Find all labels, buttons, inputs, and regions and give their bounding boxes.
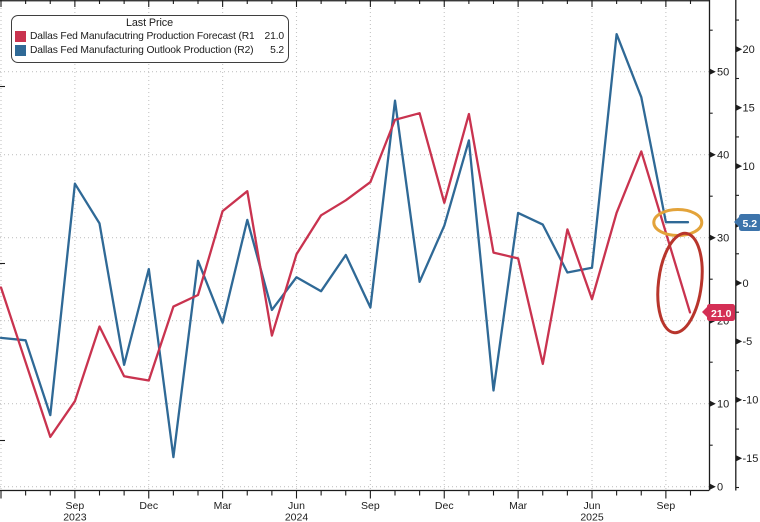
legend-row-forecast: Dallas Fed Manufacutring Production Fore… [15,30,284,44]
svg-text:Jun: Jun [584,500,601,512]
legend-value-outlook: 5.2 [270,44,284,56]
legend-box: Last Price Dallas Fed Manufacutring Prod… [11,15,289,63]
svg-text:2025: 2025 [580,512,604,522]
svg-text:Dec: Dec [139,500,158,512]
legend-row-outlook: Dallas Fed Manufacturing Outlook Product… [15,44,284,58]
last-price-blue-value: 5.2 [742,217,758,230]
svg-text:Jun: Jun [288,500,305,512]
svg-text:0: 0 [743,278,749,290]
svg-text:Sep: Sep [657,500,676,512]
svg-text:30: 30 [717,233,729,245]
svg-text:2024: 2024 [285,512,309,522]
svg-text:-10: -10 [743,395,759,407]
svg-text:0: 0 [717,482,723,494]
last-price-badge-blue: 5.2 [733,213,760,231]
svg-text:Mar: Mar [214,500,233,512]
last-price-red-value: 21.0 [711,307,732,320]
svg-text:-15: -15 [743,453,759,465]
svg-text:10: 10 [717,399,729,411]
annotation-ellipse-red [656,231,704,335]
legend-label-outlook: Dallas Fed Manufacturing Outlook Product… [30,44,254,56]
svg-text:Sep: Sep [66,500,85,512]
series-line-outlook-production [0,32,690,459]
svg-text:50: 50 [717,67,729,79]
svg-text:20: 20 [743,44,755,56]
legend-value-forecast: 21.0 [264,31,285,42]
svg-text:10: 10 [743,161,755,173]
svg-text:-5: -5 [743,336,753,348]
month-ticks [0,0,692,499]
axes [0,0,737,492]
gridlines [0,0,709,491]
svg-text:2023: 2023 [63,512,87,522]
svg-text:Mar: Mar [509,500,528,512]
svg-text:40: 40 [717,150,729,162]
series-line-production-forecast [0,112,692,439]
legend-title: Last Price [125,17,173,29]
svg-text:Dec: Dec [435,500,454,512]
legend-swatch-red [15,31,26,43]
svg-text:Sep: Sep [361,500,380,512]
legend-label-forecast: Dallas Fed Manufacutring Production Fore… [30,31,254,42]
legend-swatch-blue [15,44,26,56]
last-price-badge-red: 21.0 [701,303,736,321]
svg-text:15: 15 [743,103,755,115]
